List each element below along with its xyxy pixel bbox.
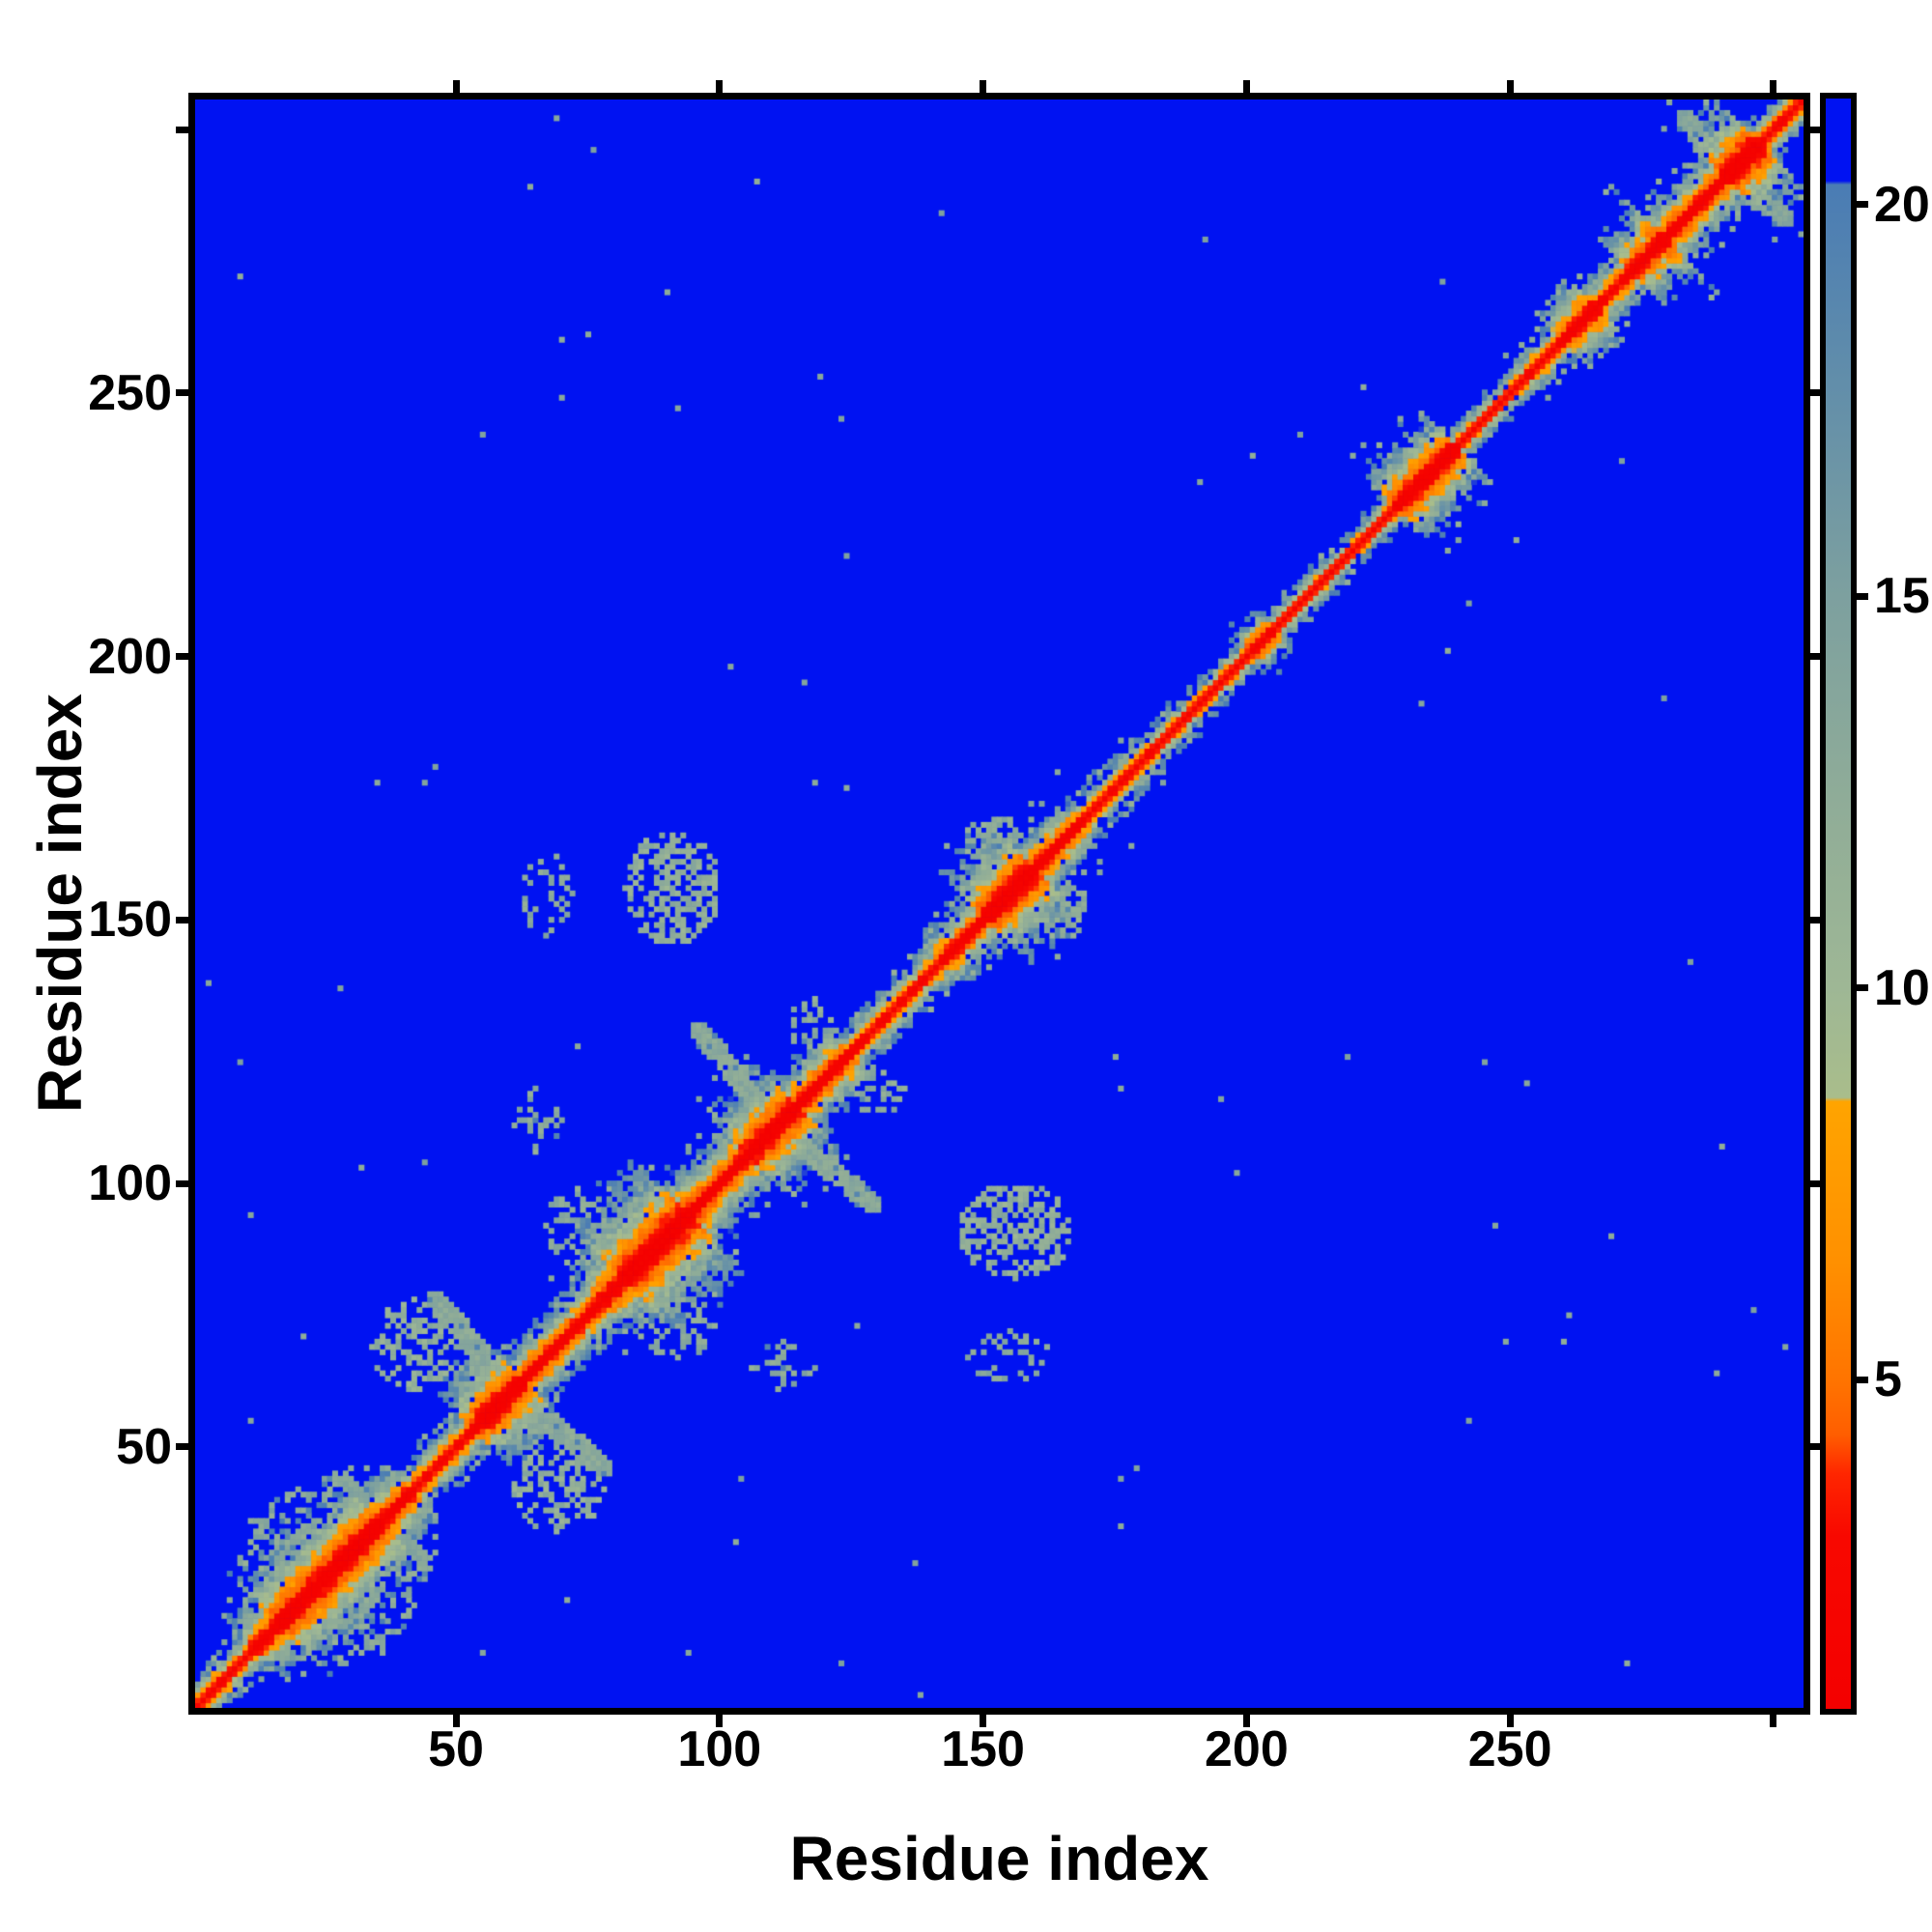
colorbar-tick-mark xyxy=(1857,201,1868,208)
tick-mark xyxy=(1242,80,1250,93)
tick-mark xyxy=(1810,389,1823,397)
tick-mark xyxy=(716,80,724,93)
x-tick-label: 200 xyxy=(1204,1721,1289,1777)
colorbar-tick-label: 10 xyxy=(1874,959,1930,1016)
tick-mark xyxy=(1810,916,1823,923)
colorbar-frame xyxy=(1820,93,1857,1715)
tick-mark xyxy=(176,653,188,661)
tick-mark xyxy=(176,1443,188,1451)
colorbar-tick-mark xyxy=(1857,1376,1868,1383)
tick-mark xyxy=(176,389,188,397)
tick-mark xyxy=(176,1179,188,1187)
colorbar-tick-mark xyxy=(1857,592,1868,600)
tick-mark xyxy=(1810,653,1823,661)
tick-mark xyxy=(1506,1715,1514,1727)
colorbar-tick-label: 15 xyxy=(1874,568,1930,625)
colorbar-tick-mark xyxy=(1857,984,1868,992)
x-tick-label: 100 xyxy=(677,1721,762,1777)
y-tick-label: 200 xyxy=(88,628,172,685)
y-tick-label: 150 xyxy=(88,892,172,949)
tick-mark xyxy=(1242,1715,1250,1727)
tick-mark xyxy=(1810,1179,1823,1187)
tick-mark xyxy=(176,126,188,133)
y-tick-label: 100 xyxy=(88,1155,172,1212)
x-tick-label: 250 xyxy=(1467,1721,1552,1777)
tick-mark xyxy=(1810,126,1823,133)
tick-mark xyxy=(1770,1715,1777,1727)
tick-mark xyxy=(452,1715,460,1727)
y-tick-label: 250 xyxy=(88,364,172,421)
tick-mark xyxy=(176,916,188,923)
tick-mark xyxy=(1770,80,1777,93)
tick-mark xyxy=(452,80,460,93)
colorbar-tick-label: 5 xyxy=(1874,1351,1902,1408)
colorbar-tick-label: 20 xyxy=(1874,176,1930,233)
tick-mark xyxy=(980,80,987,93)
x-tick-label: 50 xyxy=(428,1721,484,1777)
tick-mark xyxy=(980,1715,987,1727)
tick-mark xyxy=(1810,1443,1823,1451)
x-axis-title: Residue index xyxy=(789,1824,1209,1893)
tick-mark xyxy=(1506,80,1514,93)
colorbar-gradient xyxy=(1826,99,1851,1709)
y-tick-label: 50 xyxy=(116,1418,172,1475)
x-tick-label: 150 xyxy=(941,1721,1025,1777)
heatmap-canvas xyxy=(195,99,1804,1708)
y-axis-title: Residue index xyxy=(25,694,95,1113)
tick-mark xyxy=(716,1715,724,1727)
